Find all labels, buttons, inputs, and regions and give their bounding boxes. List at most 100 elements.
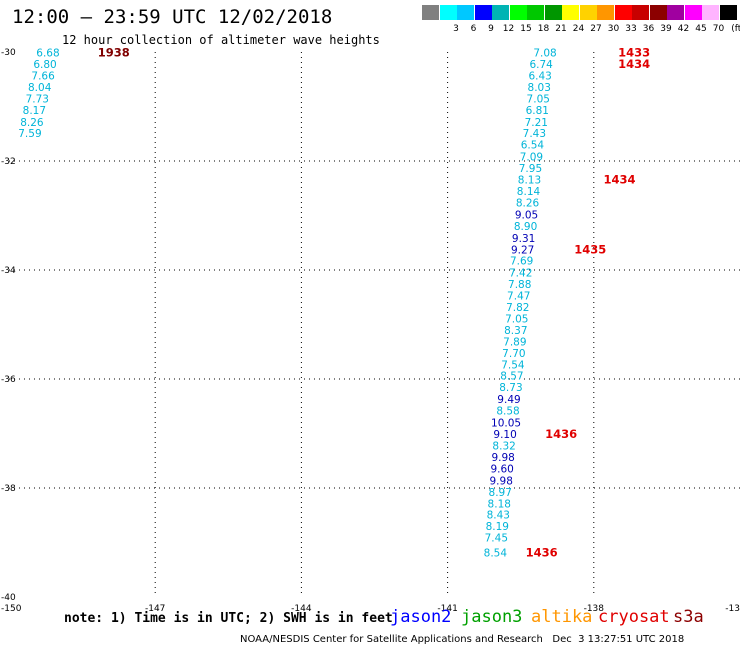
wave-height-label: 7.88 (508, 279, 531, 291)
y-tick-label: -36 (1, 375, 16, 385)
x-tick-label: -13 (725, 604, 740, 614)
wave-height-label: 7.89 (503, 336, 526, 348)
wave-height-label: 7.09 (520, 152, 543, 164)
color-scale-swatch (719, 5, 737, 20)
legend-jason3: jason3 (461, 607, 523, 627)
wave-height-label: 7.08 (533, 48, 556, 60)
wave-height-label: 7.05 (505, 314, 528, 326)
wave-height-label: 6.68 (36, 48, 59, 60)
color-scale-label: 12 (502, 24, 515, 34)
wave-height-label: 9.31 (512, 233, 535, 245)
wave-height-label: 7.42 (509, 268, 532, 280)
y-tick-label: -40 (1, 593, 16, 603)
color-scale-label: 36 (642, 24, 655, 34)
color-scale-swatch (597, 5, 614, 20)
time-label: 1938 (98, 46, 130, 60)
color-scale-label: 70 (712, 24, 725, 34)
x-tick-label: -138 (584, 604, 605, 614)
wave-height-label: 7.69 (510, 256, 533, 268)
wave-height-label: 9.98 (491, 452, 514, 464)
wave-height-label: 8.26 (20, 117, 44, 129)
wave-height-label: 8.54 (484, 547, 508, 559)
page-subtitle: 12 hour collection of altimeter wave hei… (62, 33, 380, 47)
color-scale-label: 21 (555, 24, 567, 34)
wave-height-label: 7.73 (26, 93, 49, 105)
color-scale-swatch (649, 5, 667, 20)
color-scale-label: 33 (625, 24, 637, 34)
y-tick-label: -34 (1, 266, 16, 276)
wave-height-label: 8.14 (517, 186, 541, 198)
x-tick-label: -144 (291, 604, 312, 614)
color-scale-swatch (562, 5, 579, 20)
wave-height-label: 9.60 (490, 463, 513, 475)
wave-height-label: 7.05 (527, 93, 550, 105)
x-tick-label: -147 (145, 604, 165, 614)
color-scale-label: 18 (537, 24, 550, 34)
legend-altika: altika (531, 607, 593, 627)
color-scale-label: 15 (520, 24, 532, 34)
color-scale-swatch (684, 5, 702, 20)
color-scale-swatch (527, 5, 544, 20)
wave-height-label: 8.03 (528, 82, 551, 94)
color-scale-swatch (474, 5, 492, 20)
wave-height-label: 6.81 (526, 105, 549, 117)
wave-height-label: 9.05 (515, 209, 538, 221)
y-tick-label: -38 (1, 484, 16, 494)
color-scale-unit: (ft) (731, 24, 740, 34)
wave-height-label: 8.57 (500, 371, 523, 383)
wave-height-label: 7.95 (519, 163, 542, 175)
color-scale-label: 9 (488, 24, 494, 34)
wave-height-label: 7.54 (501, 359, 525, 371)
wave-height-label: 9.49 (497, 394, 520, 406)
wave-height-label: 7.59 (18, 128, 41, 140)
y-tick-label: -30 (1, 48, 16, 58)
wave-height-label: 8.97 (489, 487, 512, 499)
time-label: 1436 (526, 545, 558, 559)
wave-height-label: 7.47 (507, 291, 530, 303)
wave-height-label: 8.26 (516, 197, 540, 209)
wave-height-label: 7.43 (523, 128, 546, 140)
wave-height-label: 7.82 (506, 302, 529, 314)
wave-height-label: 10.05 (491, 418, 521, 430)
page-title: 12:00 — 23:59 UTC 12/02/2018 (12, 6, 333, 28)
color-scale-swatch (667, 5, 684, 20)
time-label: 1436 (545, 427, 577, 441)
x-tick-label: -141 (437, 604, 457, 614)
footer-credit: NOAA/NESDIS Center for Satellite Applica… (240, 634, 685, 645)
wave-height-label: 9.98 (490, 475, 513, 487)
wave-height-label: 6.43 (528, 70, 551, 82)
wave-height-label: 8.73 (499, 382, 522, 394)
color-scale-label: 30 (607, 24, 620, 34)
wave-height-label: 8.04 (28, 82, 52, 94)
x-tick-label: -150 (1, 604, 22, 614)
color-scale-label: 24 (572, 24, 585, 34)
time-label: 1433 (618, 46, 650, 60)
wave-height-label: 7.45 (485, 533, 508, 545)
legend-jason2: jason2 (390, 607, 452, 627)
color-scale-swatch (702, 5, 719, 20)
color-scale-label: 39 (660, 24, 672, 34)
color-scale-swatch (492, 5, 509, 20)
wave-height-label: 8.18 (488, 498, 511, 510)
color-scale-swatch (614, 5, 632, 20)
color-scale-label: 3 (453, 24, 459, 34)
wave-height-label: 8.17 (23, 105, 46, 117)
color-scale-label: 45 (695, 24, 707, 34)
wave-height-label: 8.13 (518, 175, 541, 187)
color-scale-swatch (632, 5, 649, 20)
wave-height-label: 8.32 (492, 440, 515, 452)
color-scale-swatch (544, 5, 562, 20)
units-note: note: 1) Time is in UTC; 2) SWH is in fe… (64, 611, 393, 626)
wave-height-label: 7.21 (525, 117, 548, 129)
wave-height-label: 9.27 (511, 244, 534, 256)
time-label: 1434 (618, 57, 650, 71)
wave-height-label: 9.10 (493, 429, 516, 441)
color-scale-swatch (422, 5, 439, 20)
wave-height-label: 7.70 (502, 348, 525, 360)
color-scale-swatch (579, 5, 597, 20)
time-label: 1435 (574, 242, 606, 256)
wave-height-label: 8.90 (514, 221, 537, 233)
wave-height-label: 7.66 (31, 70, 55, 82)
time-label: 1434 (604, 173, 636, 187)
